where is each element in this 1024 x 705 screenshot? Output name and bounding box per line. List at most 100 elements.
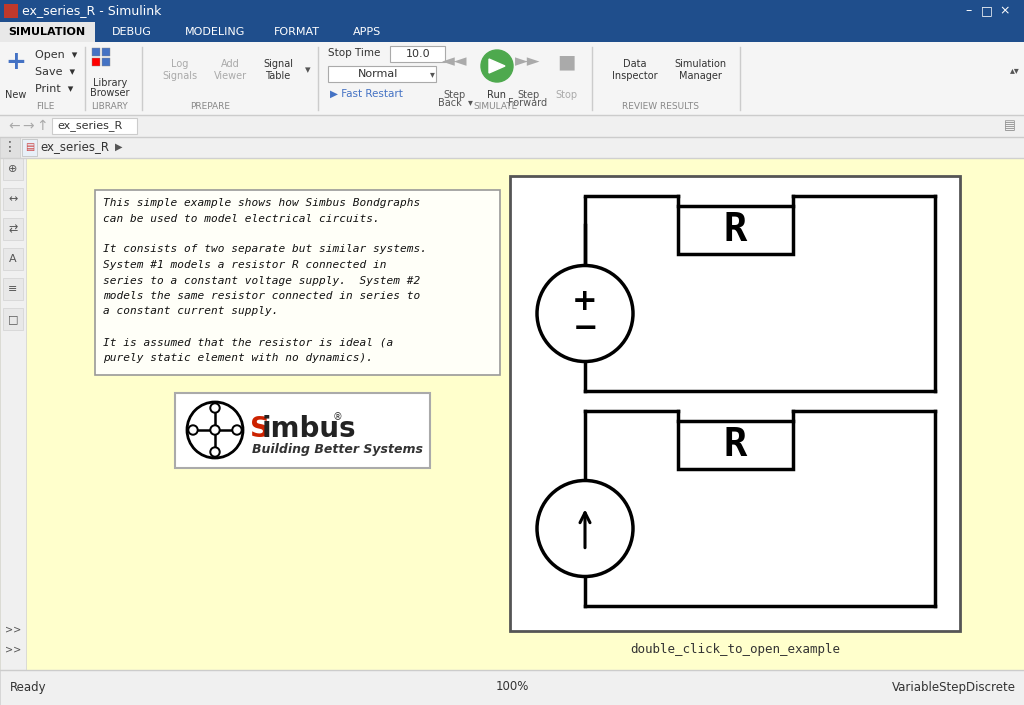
Polygon shape xyxy=(489,59,505,73)
Bar xyxy=(4,4,18,18)
Text: imbus: imbus xyxy=(262,415,356,443)
Text: ⊕: ⊕ xyxy=(8,164,17,174)
Text: ↔: ↔ xyxy=(8,194,17,204)
Bar xyxy=(3,188,23,210)
Text: Add
Viewer: Add Viewer xyxy=(213,59,247,81)
Text: –: – xyxy=(966,4,972,18)
Text: Log
Signals: Log Signals xyxy=(163,59,198,81)
Bar xyxy=(0,22,1024,42)
Bar xyxy=(102,58,110,66)
Bar xyxy=(102,48,110,56)
Bar xyxy=(0,42,1024,115)
Circle shape xyxy=(212,427,218,433)
Bar xyxy=(478,47,516,85)
Text: APPS: APPS xyxy=(353,27,381,37)
Bar xyxy=(3,218,23,240)
Circle shape xyxy=(212,449,218,455)
Text: ®: ® xyxy=(333,412,343,422)
Text: Stop Time: Stop Time xyxy=(328,48,380,58)
Text: +: + xyxy=(572,287,598,316)
Text: ex_series_R: ex_series_R xyxy=(40,140,109,154)
Text: FILE: FILE xyxy=(36,102,54,111)
Text: a constant current supply.: a constant current supply. xyxy=(103,307,279,317)
Circle shape xyxy=(210,403,220,413)
Text: series to a constant voltage supply.  System #2: series to a constant voltage supply. Sys… xyxy=(103,276,420,286)
Text: R: R xyxy=(723,211,746,249)
Text: can be used to model electrical circuits.: can be used to model electrical circuits… xyxy=(103,214,380,223)
Text: →: → xyxy=(22,119,34,133)
Bar xyxy=(3,158,23,180)
Text: It is assumed that the resistor is ideal (a: It is assumed that the resistor is ideal… xyxy=(103,338,393,348)
Text: FORMAT: FORMAT xyxy=(274,27,319,37)
Text: ►►: ►► xyxy=(515,52,541,70)
Text: ←: ← xyxy=(8,119,19,133)
Bar xyxy=(175,393,430,468)
Text: System #1 models a resistor R connected in: System #1 models a resistor R connected … xyxy=(103,260,386,270)
Text: SIMULATION: SIMULATION xyxy=(8,27,86,37)
Bar xyxy=(0,158,26,670)
Circle shape xyxy=(234,427,240,433)
Text: Back  ▾: Back ▾ xyxy=(437,98,472,108)
Text: Simulation
Manager: Simulation Manager xyxy=(674,59,726,81)
Text: ◄◄: ◄◄ xyxy=(442,52,468,70)
Circle shape xyxy=(537,266,633,362)
Bar xyxy=(678,421,793,469)
Bar xyxy=(0,0,1024,22)
Bar xyxy=(3,278,23,300)
Text: Data
Inspector: Data Inspector xyxy=(612,59,657,81)
Bar xyxy=(92,58,100,66)
Text: ▤: ▤ xyxy=(1005,120,1016,133)
Text: Library: Library xyxy=(93,78,127,88)
Bar xyxy=(22,139,37,156)
Text: SIMULATE: SIMULATE xyxy=(473,102,517,111)
Text: double_click_to_open_example: double_click_to_open_example xyxy=(630,643,840,656)
Text: S: S xyxy=(250,415,270,443)
Bar xyxy=(390,46,445,62)
Text: ⇄: ⇄ xyxy=(8,224,17,234)
Circle shape xyxy=(190,427,196,433)
Text: It consists of two separate but similar systems.: It consists of two separate but similar … xyxy=(103,245,427,255)
Text: PREPARE: PREPARE xyxy=(190,102,230,111)
Text: Run: Run xyxy=(487,90,507,100)
Text: Signal
Table: Signal Table xyxy=(263,59,293,81)
Bar xyxy=(678,206,793,254)
Bar xyxy=(0,137,20,158)
Bar xyxy=(92,48,100,56)
Bar xyxy=(0,137,1024,158)
Bar xyxy=(510,176,961,631)
Text: Ready: Ready xyxy=(10,680,47,694)
Circle shape xyxy=(537,481,633,577)
Text: ⋮: ⋮ xyxy=(3,140,17,154)
Bar xyxy=(3,248,23,270)
Bar xyxy=(52,118,137,134)
Bar xyxy=(0,158,1024,670)
Circle shape xyxy=(210,447,220,457)
Circle shape xyxy=(232,425,242,435)
Text: >>: >> xyxy=(5,625,22,635)
Text: This simple example shows how Simbus Bondgraphs: This simple example shows how Simbus Bon… xyxy=(103,198,420,208)
Bar xyxy=(88,45,133,97)
Text: Browser: Browser xyxy=(90,88,130,98)
Text: ▤: ▤ xyxy=(26,142,35,152)
Bar xyxy=(2,44,30,99)
Text: Open  ▾: Open ▾ xyxy=(35,50,78,60)
Text: ▾: ▾ xyxy=(305,65,311,75)
Text: ex_series_R: ex_series_R xyxy=(57,121,122,131)
Text: Building Better Systems: Building Better Systems xyxy=(252,443,423,456)
Text: MODELING: MODELING xyxy=(184,27,245,37)
Text: +: + xyxy=(5,50,27,74)
Text: ex_series_R - Simulink: ex_series_R - Simulink xyxy=(22,4,162,18)
Text: □: □ xyxy=(8,314,18,324)
Text: A: A xyxy=(9,254,16,264)
Text: ×: × xyxy=(999,4,1011,18)
Bar xyxy=(0,115,1024,137)
Circle shape xyxy=(212,405,218,411)
Text: Step: Step xyxy=(517,90,539,100)
Circle shape xyxy=(481,50,513,82)
Text: −: − xyxy=(572,314,598,343)
Text: ▴▾: ▴▾ xyxy=(1010,65,1020,75)
Text: VariableStepDiscrete: VariableStepDiscrete xyxy=(892,680,1016,694)
Text: □: □ xyxy=(981,4,993,18)
Text: DEBUG: DEBUG xyxy=(112,27,152,37)
Text: ▶ Fast Restart: ▶ Fast Restart xyxy=(330,89,402,99)
